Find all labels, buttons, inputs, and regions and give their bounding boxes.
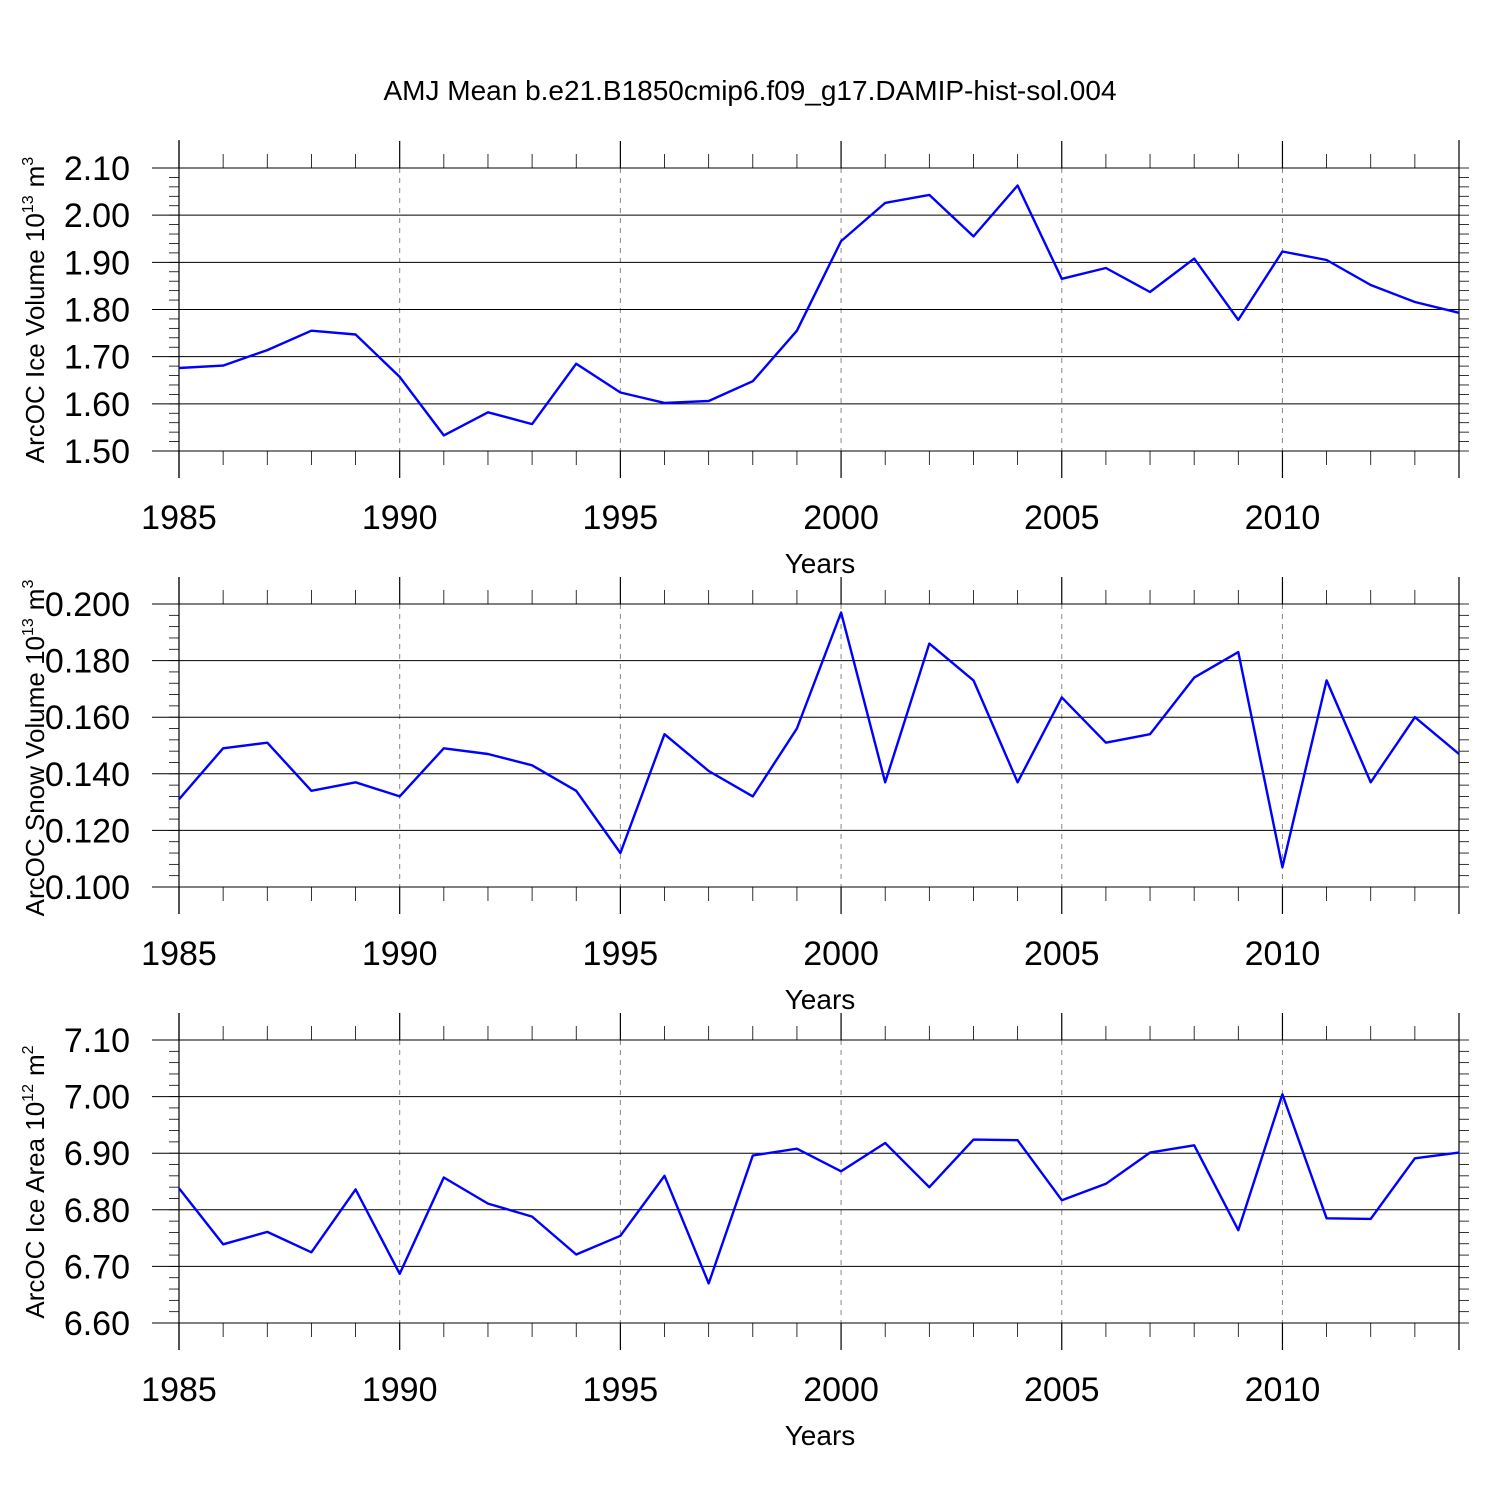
x-tick-label: 2000 — [803, 1371, 879, 1409]
x-tick-label: 1985 — [141, 935, 217, 973]
x-tick-label: 1995 — [583, 935, 659, 973]
y-label-unit: m — [20, 589, 50, 611]
panel-3: 6.60 6.70 6.80 6.90 7.00 7.10 1985 1990 1995 2000… — [20, 1013, 1469, 1451]
y-label-exponent: 12 — [20, 1084, 37, 1102]
x-tick-label: 2010 — [1245, 935, 1321, 973]
y-tick-label: 0.120 — [45, 812, 130, 850]
y-tick-label: 0.160 — [45, 699, 130, 737]
x-tick-label: 2000 — [803, 935, 879, 973]
x-tick-label: 1990 — [362, 1371, 438, 1409]
x-tick-label: 1995 — [583, 499, 659, 537]
y-axis-label: ArcOC Ice Volume 1013 m3 — [20, 157, 50, 463]
chart-title: AMJ Mean b.e21.B1850cmip6.f09_g17.DAMIP-… — [383, 75, 1116, 106]
x-tick-label: 2005 — [1024, 499, 1100, 537]
y-axis-label: ArcOC Snow Volume 1013 m3 — [20, 580, 50, 917]
y-label-unit-exponent: 3 — [20, 580, 37, 589]
y-label-unit-exponent: 3 — [20, 157, 37, 166]
y-label-unit: m — [20, 1054, 50, 1076]
y-tick-label: 6.60 — [64, 1305, 130, 1343]
x-tick-label: 2010 — [1245, 499, 1321, 537]
y-tick-label: 0.180 — [45, 643, 130, 681]
x-tick-label: 1990 — [362, 935, 438, 973]
y-label-exponent: 13 — [20, 618, 37, 636]
x-tick-label: 2005 — [1024, 1371, 1100, 1409]
x-tick-label: 1995 — [583, 1371, 659, 1409]
y-axis-label: ArcOC Ice Area 1012 m2 — [20, 1045, 50, 1318]
x-tick-label: 2000 — [803, 499, 879, 537]
y-label-exponent: 13 — [20, 195, 37, 213]
y-tick-label: 6.90 — [64, 1135, 130, 1173]
x-tick-label: 2005 — [1024, 935, 1100, 973]
y-tick-label: 2.10 — [64, 150, 130, 188]
y-label-main: ArcOC Snow Volume 10 — [20, 636, 50, 916]
series-line-3 — [178, 1093, 1460, 1285]
y-tick-label: 1.50 — [64, 433, 130, 471]
series-line-1 — [178, 184, 1460, 437]
y-tick-label: 0.140 — [45, 756, 130, 794]
x-tick-label: 1985 — [141, 1371, 217, 1409]
y-tick-label: 2.00 — [64, 197, 130, 235]
y-label-unit: m — [20, 166, 50, 188]
x-tick-label: 1985 — [141, 499, 217, 537]
series-line-2 — [178, 611, 1460, 869]
y-label-unit-exponent: 2 — [20, 1045, 37, 1054]
y-tick-label: 7.10 — [64, 1022, 130, 1060]
y-label-main: ArcOC Ice Volume 10 — [20, 213, 50, 463]
y-tick-label: 6.70 — [64, 1248, 130, 1286]
y-tick-label: 1.90 — [64, 244, 130, 282]
y-label-main: ArcOC Ice Area 10 — [20, 1102, 50, 1319]
y-tick-label: 0.100 — [45, 869, 130, 907]
y-tick-label: 1.80 — [64, 292, 130, 330]
y-tick-label: 1.70 — [64, 339, 130, 377]
x-axis-label: Years — [785, 984, 856, 1015]
panel-2: 0.100 0.120 0.140 0.160 0.180 0.200 1985 1990 19… — [20, 577, 1469, 1015]
x-axis-label: Years — [785, 548, 856, 579]
y-tick-label: 7.00 — [64, 1079, 130, 1117]
x-axis-label: Years — [785, 1420, 856, 1451]
panel-1: 1.50 1.60 1.70 1.80 1.90 2.00 2.10 1985 1990 1995… — [20, 140, 1469, 579]
panels: 1.50 1.60 1.70 1.80 1.90 2.00 2.10 1985 1990 1995… — [20, 140, 1469, 1451]
y-tick-label: 0.200 — [45, 586, 130, 624]
x-tick-label: 2010 — [1245, 1371, 1321, 1409]
y-tick-label: 6.80 — [64, 1192, 130, 1230]
x-tick-label: 1990 — [362, 499, 438, 537]
y-tick-label: 1.60 — [64, 386, 130, 424]
